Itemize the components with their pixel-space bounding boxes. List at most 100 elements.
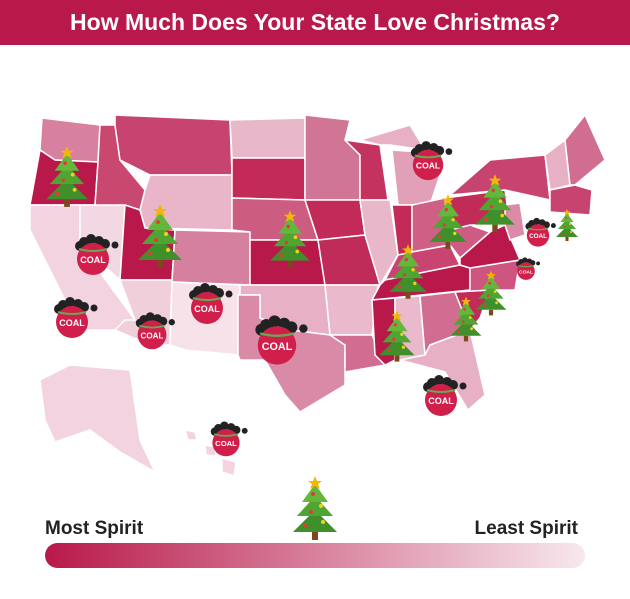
tree-icon — [429, 194, 467, 249]
tree-icon — [46, 146, 88, 207]
coal-lump — [550, 223, 556, 229]
bag-tie — [259, 332, 295, 337]
ornament — [461, 320, 465, 324]
coal-icon: COAL — [75, 234, 119, 275]
state — [549, 184, 593, 216]
bag-tie — [528, 227, 548, 231]
trunk — [463, 335, 469, 342]
coal-lump — [536, 261, 541, 266]
coal-lump — [533, 217, 541, 225]
star — [402, 244, 414, 256]
coal-lump — [434, 375, 444, 385]
coal-label: COAL — [80, 255, 106, 265]
tree-icon — [450, 296, 482, 342]
coal-label: COAL — [428, 396, 454, 406]
coal-label: COAL — [194, 304, 220, 314]
coal-lump — [65, 297, 75, 307]
coal-lump — [522, 257, 528, 263]
ornament — [156, 220, 160, 224]
state — [324, 284, 379, 336]
coal-lump — [111, 241, 119, 249]
ornament — [413, 281, 417, 286]
tree-layer — [560, 213, 574, 222]
trunk — [565, 237, 569, 241]
coal-icon: COAL — [210, 421, 248, 457]
ornament — [498, 199, 503, 203]
ornament — [293, 235, 298, 239]
ornament — [284, 240, 289, 245]
ornament — [393, 323, 397, 327]
title: How Much Does Your State Love Christmas? — [70, 9, 560, 35]
ornament — [404, 257, 408, 262]
coal-label: COAL — [262, 341, 293, 353]
star — [486, 270, 496, 280]
trunk — [287, 260, 293, 268]
ornament — [457, 330, 461, 333]
ornament — [148, 252, 152, 256]
ornament — [482, 304, 486, 307]
tree-layer — [456, 302, 476, 315]
ornament — [392, 337, 396, 341]
star — [60, 146, 74, 159]
coal-lump — [421, 141, 431, 151]
ornament — [565, 217, 567, 219]
tree-layer — [49, 165, 85, 185]
ornament — [453, 231, 457, 236]
tree-icon — [475, 270, 507, 316]
ornament — [286, 224, 290, 229]
ornament — [279, 253, 283, 257]
state — [564, 114, 606, 186]
tree-icon — [270, 210, 310, 268]
tree-layer — [54, 153, 80, 171]
bag-tie — [192, 297, 222, 301]
ornament — [303, 524, 307, 528]
tree-layer — [302, 484, 328, 502]
state — [231, 157, 306, 201]
ornament — [387, 348, 391, 352]
coal-icon: COAL — [525, 217, 556, 247]
ornament — [495, 301, 498, 305]
star — [461, 296, 471, 306]
ornament — [561, 233, 563, 235]
tree-layer — [436, 201, 460, 217]
ornament — [55, 191, 60, 196]
ornament — [491, 188, 495, 193]
coal-label: COAL — [215, 439, 237, 448]
ornament — [401, 345, 405, 349]
state — [39, 364, 156, 473]
coal-lump — [241, 427, 248, 434]
coal-icon: COAL — [189, 283, 233, 324]
tree-layer — [478, 192, 512, 211]
tree-layer — [382, 326, 412, 343]
ornament — [166, 248, 170, 252]
ornament — [411, 268, 415, 272]
trunk — [405, 291, 411, 299]
coal-lump — [168, 319, 175, 326]
ornament — [311, 492, 315, 496]
ornament — [468, 316, 472, 319]
state — [171, 229, 251, 286]
tree-layer — [558, 219, 576, 229]
coal-lump — [220, 421, 229, 430]
star — [153, 204, 167, 217]
tree-layer — [453, 310, 479, 325]
trunk — [492, 224, 498, 232]
trunk — [488, 309, 494, 316]
tree-layer — [297, 496, 333, 516]
bag-tie — [213, 433, 239, 437]
ornament — [470, 327, 473, 331]
trunk — [445, 241, 451, 249]
legend-most: Most Spirit — [45, 518, 144, 539]
legend-scale — [45, 543, 585, 568]
bag-tie — [57, 311, 87, 315]
tree-icon — [475, 174, 515, 232]
coal-lump — [200, 283, 210, 293]
ornament — [319, 504, 323, 508]
title-bar — [0, 0, 630, 45]
ornament — [570, 231, 572, 233]
state — [204, 444, 217, 457]
tree-layer — [142, 224, 178, 244]
ornament — [164, 232, 168, 236]
coal-lump — [445, 148, 453, 155]
